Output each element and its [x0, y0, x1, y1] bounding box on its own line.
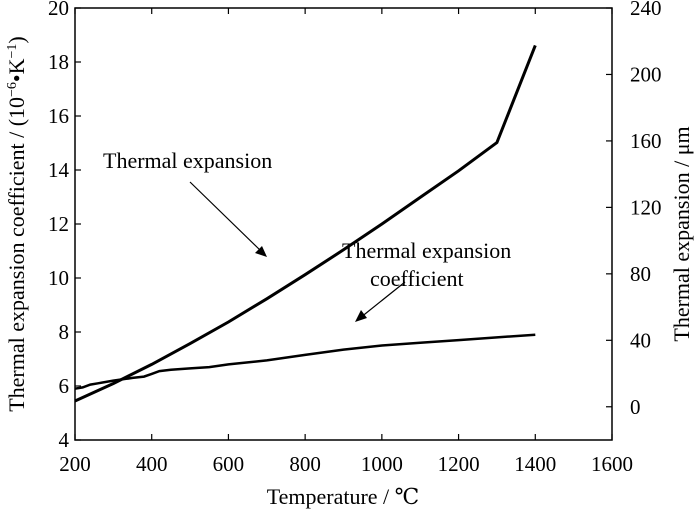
annotation-coefficient-line1: Thermal expansion	[342, 238, 511, 263]
y-right-tick-label: 120	[630, 195, 662, 219]
annotation-thermal-expansion: Thermal expansion	[103, 148, 272, 173]
y-left-axis-ticks: 4 6 8 10 12 14 16 18 20	[48, 0, 81, 452]
x-tick-label: 1200	[438, 452, 480, 476]
y-left-tick-label: 12	[48, 212, 69, 236]
x-tick-label: 800	[289, 452, 321, 476]
y-left-tick-label: 10	[48, 266, 69, 290]
y-left-tick-label: 6	[59, 374, 70, 398]
y-left-tick-label: 14	[48, 158, 70, 182]
x-tick-label: 1000	[361, 452, 403, 476]
y-right-tick-label: 240	[630, 0, 662, 20]
y-left-axis-label: Thermal expansion coefficient / (10−6•K−…	[4, 36, 29, 412]
y-right-tick-label: 0	[630, 395, 641, 419]
y-left-tick-label: 16	[48, 104, 69, 128]
x-tick-label: 200	[59, 452, 91, 476]
annotation-coefficient-line2: coefficient	[370, 266, 464, 291]
y-right-tick-label: 80	[630, 262, 651, 286]
plot-frame	[74, 7, 613, 441]
x-tick-label: 600	[213, 452, 245, 476]
x-axis-label: Temperature / ℃	[267, 484, 420, 509]
x-axis-ticks: 200 400 600 800 1000 1200 1400 1600	[59, 8, 633, 476]
y-left-tick-label: 18	[48, 50, 69, 74]
y-right-tick-label: 40	[630, 328, 651, 352]
y-left-tick-label: 4	[59, 428, 70, 452]
y-left-tick-label: 8	[59, 320, 70, 344]
series-thermal-expansion-line	[74, 44, 537, 403]
y-right-tick-label: 200	[630, 62, 662, 86]
y-left-tick-label: 20	[48, 0, 69, 20]
annotation-arrow-expansion	[189, 181, 267, 257]
y-right-tick-label: 160	[630, 129, 662, 153]
series-thermal-expansion-coefficient-line	[74, 333, 536, 390]
y-right-axis-label: Thermal expansion / μm	[669, 126, 694, 341]
x-tick-label: 1400	[514, 452, 556, 476]
x-tick-label: 1600	[591, 452, 633, 476]
y-right-axis-ticks: 0 40 80 120 160 200 240	[606, 0, 662, 419]
annotation-arrow-coefficient	[355, 281, 406, 322]
x-tick-label: 400	[136, 452, 168, 476]
